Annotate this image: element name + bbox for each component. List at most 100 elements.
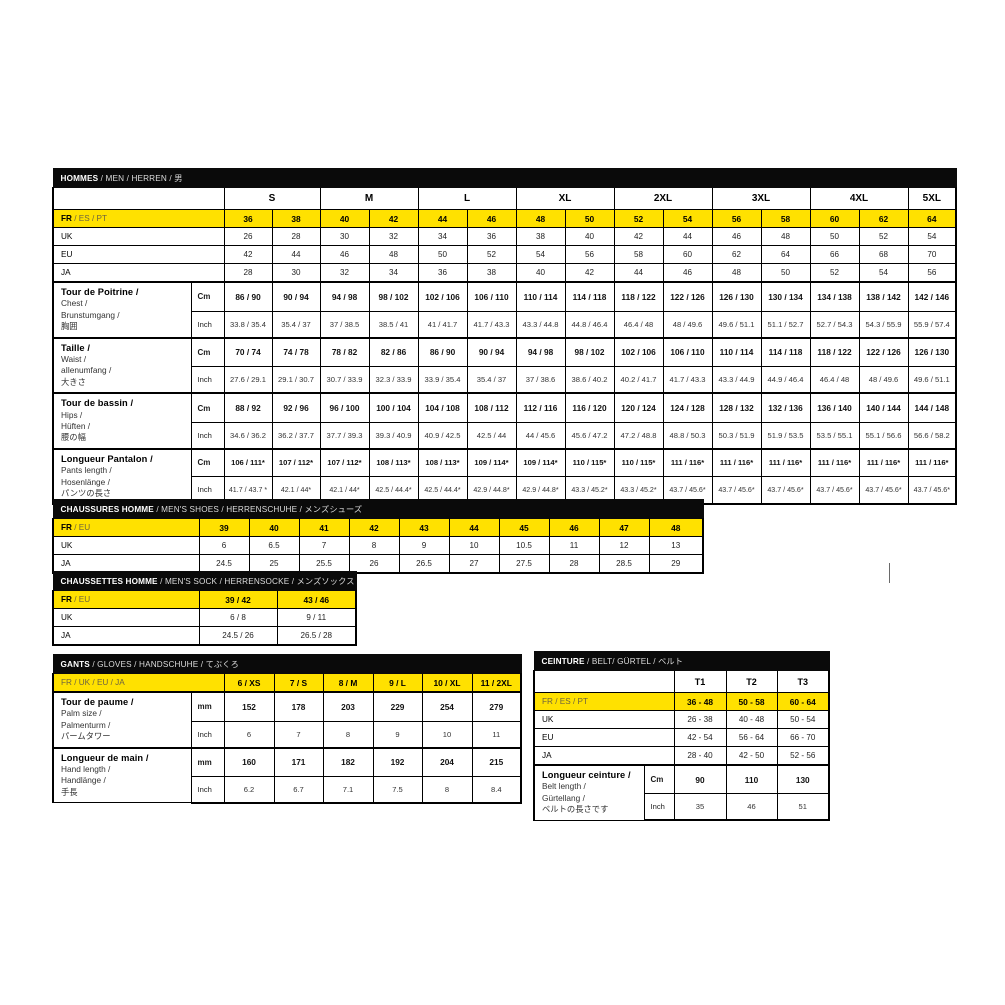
belt-row-eu-label: EU (533, 728, 675, 747)
stray-tick-mark (889, 563, 890, 583)
men-cell: 114 / 118 (564, 280, 615, 312)
men-cell: 134 / 138 (809, 280, 860, 312)
men-cell: 45.6 / 47.2 (564, 421, 615, 450)
men-cell: 41.7 / 43.3 (466, 310, 517, 339)
belt-banner-fr: CEINTURE (541, 657, 585, 666)
men-cell: 56 (907, 263, 958, 283)
belt-size-group-t2: T2 (725, 670, 778, 693)
men-cell: 70 (907, 245, 958, 264)
belt-cell: 28 - 40 (673, 746, 727, 766)
gloves-cell: 6.2 (223, 775, 275, 804)
gloves-size-row-label: FR / UK / EU / JA (52, 673, 225, 693)
shoes-cell: 28 (548, 554, 600, 574)
gloves-cell: 171 (273, 746, 324, 777)
shoes-cell: 26 (348, 554, 400, 574)
shoes-size-table-block: CHAUSSURES HOMME / MEN'S SHOES / HERRENS… (52, 499, 705, 574)
shoes-cell: 27.5 (498, 554, 550, 574)
belt-measure-cm-row: Longueur ceinture / Belt length / Gürtel… (533, 763, 830, 821)
men-measure-chest-label: Tour de Poitrine / Chest / Brunstumgang … (52, 281, 192, 339)
men-cell: 111 / 116* (858, 447, 909, 477)
men-cell: 50 (760, 263, 811, 283)
men-cell: 52 (466, 245, 517, 264)
men-cell: 32 (368, 227, 419, 246)
men-cell: 104 / 108 (417, 392, 468, 423)
men-cell: 111 / 116* (809, 447, 860, 477)
belt-cell: 35 (673, 793, 727, 822)
shoes-cell: 43 (398, 518, 450, 537)
men-measure-waist-l2: aIlenumfang / (61, 365, 112, 376)
men-cell: 43.7 / 45.6* (711, 475, 762, 505)
gloves-cell: 152 (223, 690, 275, 722)
belt-row-eu: EU 42 - 54 56 - 64 66 - 70 (533, 728, 830, 747)
belt-cell: 51 (776, 793, 830, 822)
shoes-banner-rest: / MEN'S SHOES / HERRENSCHUHE / メンズシューズ (153, 505, 363, 514)
gloves-cell: 6 / XS (223, 673, 275, 693)
belt-cell: 50 - 54 (776, 710, 830, 729)
men-cell: 34 (368, 263, 419, 283)
men-cell: 48 / 49.6 (662, 310, 713, 339)
men-cell: 116 / 120 (564, 392, 615, 423)
shoes-row-uk: UK 6 6.5 7 8 9 10 10.5 11 12 13 (52, 536, 705, 555)
men-cell: 49.6 / 51.1 (711, 310, 762, 339)
men-cell: 33.8 / 35.4 (223, 310, 273, 339)
men-cell: 56 (564, 245, 615, 264)
belt-size-table-block: CEINTURE / BELT/ GÜRTEL / ベルト T1 T2 T3 F… (533, 651, 830, 822)
gloves-cell: 204 (421, 746, 473, 777)
gloves-measure-palm-inch-row: Inch 6 7 8 9 10 11 (53, 720, 523, 749)
men-size-table-block: HOMMES / MEN / HERREN / 男 S M L XL 2XL 3… (52, 168, 958, 505)
men-cell: 48 (368, 245, 419, 264)
men-cell: 52 (809, 263, 860, 283)
gloves-cell: 160 (223, 746, 275, 777)
gloves-cell: 9 (372, 720, 423, 749)
men-cell: 34.6 / 36.2 (223, 421, 273, 450)
gloves-measure-palm-l1: Palm size / (61, 708, 102, 719)
men-cell: 39.3 / 40.9 (368, 421, 419, 450)
men-cell: 92 / 96 (271, 392, 321, 423)
gloves-cell: 215 (471, 746, 523, 777)
men-cell: 118 / 122 (809, 336, 860, 368)
belt-measure-unit-cm: Cm (643, 764, 675, 795)
men-cell: 42.5 / 44 (466, 421, 517, 450)
men-cell: 36 (223, 209, 273, 228)
men-cell: 35.4 / 37 (466, 366, 517, 394)
socks-cell: 9 / 11 (276, 608, 358, 627)
belt-cell: 60 - 64 (776, 692, 830, 711)
belt-measure-l1: Belt length / (542, 781, 586, 792)
men-cell: 32 (319, 263, 370, 283)
belt-cell: 26 - 38 (673, 710, 727, 729)
belt-cell: 42 - 50 (725, 746, 778, 766)
belt-row-fr-label-fr: FR (542, 697, 553, 706)
men-cell: 100 / 104 (368, 392, 419, 423)
gloves-cell: 254 (421, 690, 473, 722)
gloves-cell: 192 (372, 746, 423, 777)
men-cell: 52 (613, 209, 664, 228)
gloves-measure-hand-unit-mm: mm (190, 746, 225, 777)
socks-banner: CHAUSSETTES HOMME / MEN'S SOCK / HERRENS… (52, 571, 357, 591)
belt-measure-inch-row: Inch 35 46 51 (534, 793, 830, 822)
men-cell: 44.8 / 46.4 (564, 310, 615, 339)
men-cell: 30 (319, 227, 370, 246)
shoes-cell: 11 (548, 536, 600, 555)
belt-banner-row: CEINTURE / BELT/ GÜRTEL / ベルト (533, 651, 830, 671)
men-cell: 32.3 / 33.9 (368, 366, 419, 394)
men-cell: 46 (662, 263, 713, 283)
men-cell: 50.3 / 51.9 (711, 421, 762, 450)
men-cell: 42 (368, 209, 419, 228)
men-cell: 70 / 74 (223, 336, 273, 368)
gloves-size-table: GANTS / GLOVES / HANDSCHUHE / てぶくろ FR / … (52, 654, 523, 804)
men-cell: 56 (711, 209, 762, 228)
shoes-row-fr-label: FR / EU (52, 518, 200, 537)
men-cell: 128 / 132 (711, 392, 762, 423)
men-measure-hips-label: Tour de bassin / Hips / Hüften / 腰の幅 (52, 392, 192, 450)
men-measure-chest-inch-row: Inch 33.8 / 35.4 35.4 / 37 37 / 38.5 38.… (53, 310, 958, 339)
belt-size-group-t1: T1 (673, 670, 727, 693)
gloves-cell: 10 (421, 720, 473, 749)
gloves-cell: 6.7 (273, 775, 324, 804)
gloves-measure-palm-title: Tour de paume / (61, 697, 134, 707)
men-cell: 43.3 / 44.9 (711, 366, 762, 394)
men-measure-waist-cm-row: Taille / Waist / aIlenumfang / 大きさ Cm 70… (52, 336, 958, 394)
belt-measure-label: Longueur ceinture / Belt length / Gürtel… (533, 763, 645, 821)
shoes-cell: 7 (298, 536, 350, 555)
men-cell: 132 / 136 (760, 392, 811, 423)
socks-cell: 6 / 8 (198, 608, 278, 627)
